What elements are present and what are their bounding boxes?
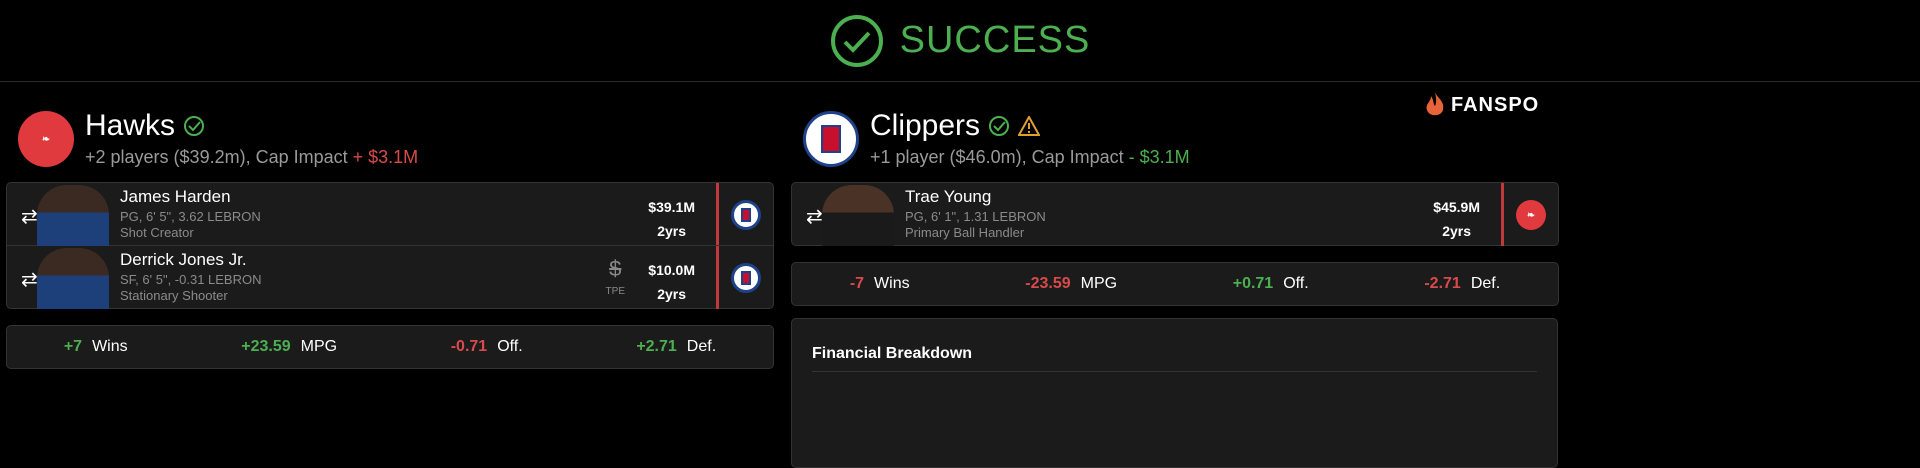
stat-def: +2.71 Def.: [636, 338, 717, 355]
clippers-logo: [731, 263, 761, 293]
clippers-logo: [731, 200, 761, 230]
player-photo: [37, 185, 109, 246]
hawks-logo: ❧: [18, 111, 74, 167]
status-header: SUCCESS: [0, 0, 1920, 82]
team-summary: +1 player ($46.0m), Cap Impact: [870, 147, 1124, 167]
financial-breakdown-card: Financial Breakdown: [791, 318, 1558, 468]
cap-impact: - $3.1M: [1128, 147, 1190, 167]
stat-wins: -7 Wins: [849, 275, 910, 292]
swap-icon[interactable]: ⇄: [806, 206, 823, 228]
status-text: SUCCESS: [899, 19, 1091, 61]
divider: [716, 246, 719, 309]
team-name: Hawks: [85, 109, 176, 142]
player-role: Shot Creator: [120, 225, 194, 240]
cap-impact: + $3.1M: [352, 147, 419, 167]
player-row[interactable]: ⇄ James Harden PG, 6' 5", 3.62 LEBRON Sho…: [7, 183, 773, 246]
swap-icon[interactable]: ⇄: [21, 269, 38, 291]
stats-card: +7 Wins +23.59 MPG -0.71 Off. +2.71 Def.: [6, 325, 774, 369]
financial-breakdown-title: Financial Breakdown: [812, 345, 973, 362]
check-circle-icon: [184, 116, 205, 136]
player-details: PG, 6' 1", 1.31 LEBRON: [905, 209, 1046, 224]
clippers-logo: [803, 111, 859, 167]
player-details: PG, 6' 5", 3.62 LEBRON: [120, 209, 261, 224]
team-name: Clippers: [870, 109, 981, 142]
player-salary: $10.0M: [648, 262, 695, 278]
divider: [1501, 183, 1504, 246]
swap-icon[interactable]: ⇄: [21, 206, 38, 228]
player-row[interactable]: ⇄ Trae Young PG, 6' 1", 1.31 LEBRON Prima…: [792, 183, 1558, 246]
player-details: SF, 6' 5", -0.31 LEBRON: [120, 272, 262, 287]
player-name[interactable]: Trae Young: [905, 187, 992, 206]
warning-icon: [1018, 116, 1041, 136]
player-name[interactable]: James Harden: [120, 187, 231, 206]
tpe-badge: $ TPE: [605, 256, 625, 297]
brand-logo: FANSPO: [1425, 92, 1539, 118]
check-circle-icon: [830, 14, 883, 67]
contract-years: 2yrs: [657, 286, 687, 302]
stats-card: -7 Wins -23.59 MPG +0.71 Off. -2.71 Def.: [791, 262, 1559, 306]
stat-mpg: +23.59 MPG: [241, 338, 338, 355]
team-summary: +2 players ($39.2m), Cap Impact: [85, 147, 348, 167]
contract-years: 2yrs: [1442, 223, 1472, 239]
player-role: Primary Ball Handler: [905, 225, 1025, 240]
stat-def: -2.71 Def.: [1424, 275, 1501, 292]
player-salary: $39.1M: [648, 199, 695, 215]
flame-icon: [1426, 92, 1444, 116]
stat-wins: +7 Wins: [63, 338, 128, 355]
no-dollar-icon: $: [609, 256, 622, 281]
players-card: ⇄ James Harden PG, 6' 5", 3.62 LEBRON Sho…: [6, 182, 774, 309]
contract-years: 2yrs: [657, 223, 687, 239]
players-card: ⇄ Trae Young PG, 6' 1", 1.31 LEBRON Prima…: [791, 182, 1559, 246]
divider: [716, 183, 719, 245]
player-photo: [822, 185, 894, 246]
hawks-logo: ❧: [1516, 200, 1546, 230]
player-photo: [37, 248, 109, 309]
check-circle-icon: [989, 116, 1010, 136]
player-row[interactable]: ⇄ Derrick Jones Jr. SF, 6' 5", -0.31 LEB…: [7, 246, 773, 309]
player-role: Stationary Shooter: [120, 288, 228, 303]
stat-off: -0.71 Off.: [450, 338, 523, 355]
player-name[interactable]: Derrick Jones Jr.: [120, 250, 247, 269]
stat-off: +0.71 Off.: [1232, 275, 1309, 292]
divider: [812, 371, 1537, 372]
player-salary: $45.9M: [1433, 199, 1480, 215]
stat-mpg: -23.59 MPG: [1025, 275, 1118, 292]
